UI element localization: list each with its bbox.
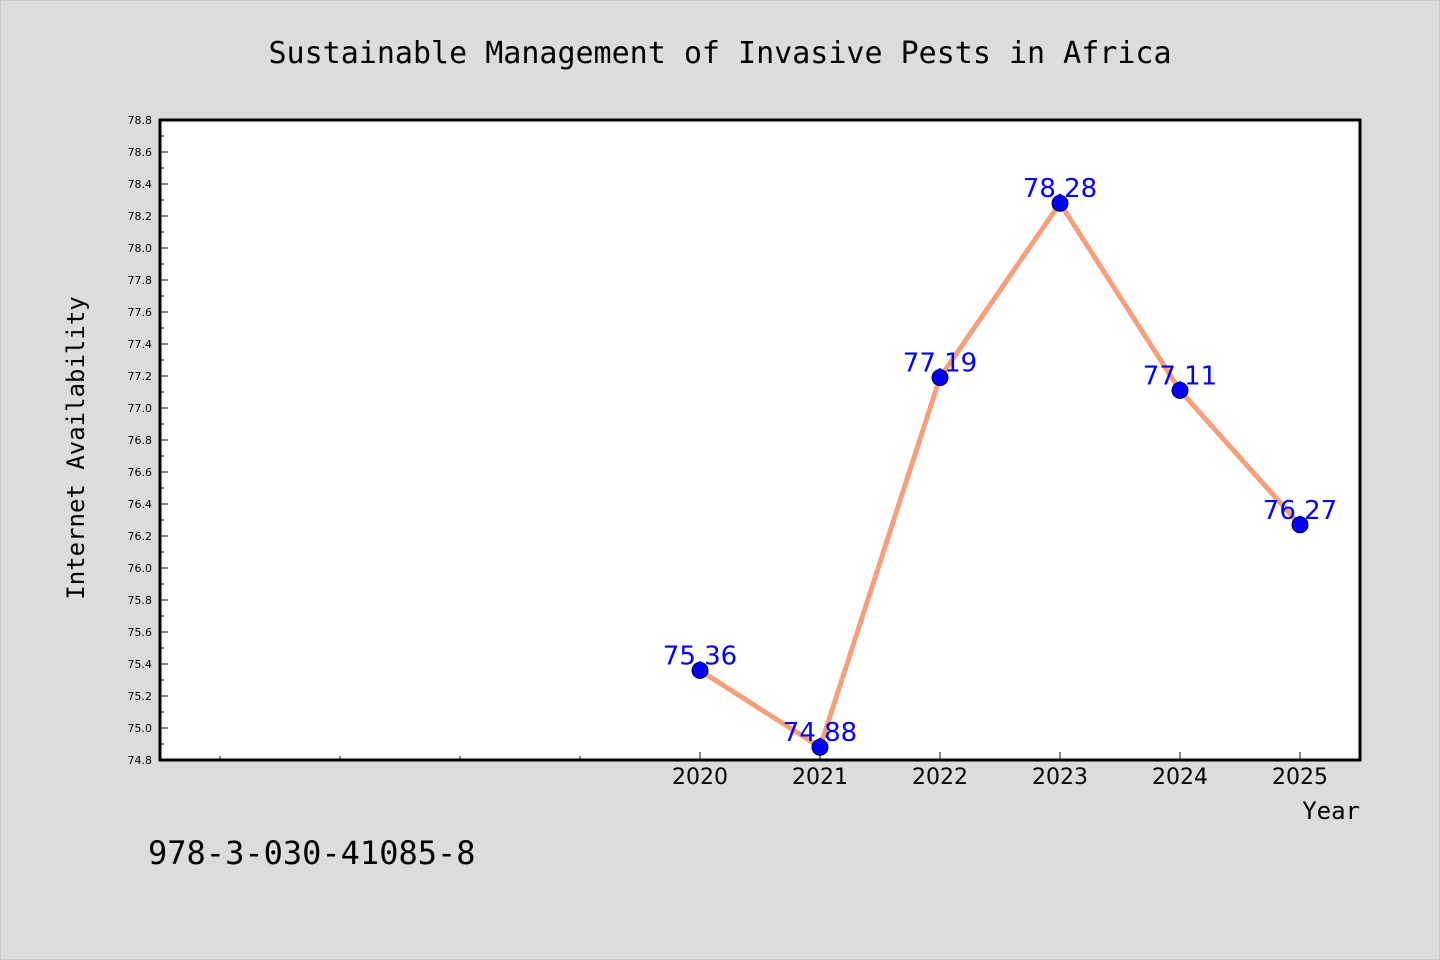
chart-title: Sustainable Management of Invasive Pests… bbox=[268, 36, 1171, 71]
data-label: 78.28 bbox=[1023, 174, 1097, 204]
x-tick-label: 2023 bbox=[1032, 765, 1088, 790]
data-label: 75.36 bbox=[663, 641, 737, 671]
series-line bbox=[698, 200, 1302, 750]
plot-area bbox=[158, 118, 1362, 762]
data-label: 74.88 bbox=[783, 718, 857, 748]
y-axis-title: Internet Availability bbox=[62, 296, 90, 599]
x-tick-label: 2022 bbox=[912, 765, 968, 790]
y-tick-label: 76.4 bbox=[128, 498, 153, 511]
y-tick-label: 77.4 bbox=[128, 338, 153, 351]
y-tick-label: 76.6 bbox=[128, 466, 153, 479]
y-tick-label: 75.2 bbox=[128, 690, 153, 703]
x-tick-label: 2021 bbox=[792, 765, 848, 790]
y-tick-label: 77.6 bbox=[128, 306, 153, 319]
x-tick-label: 2025 bbox=[1272, 765, 1328, 790]
y-tick-label: 77.0 bbox=[128, 402, 153, 415]
data-label: 76.27 bbox=[1263, 496, 1337, 526]
x-tick-label: 2020 bbox=[672, 765, 728, 790]
y-tick-label: 76.8 bbox=[128, 434, 153, 447]
y-tick-label: 75.4 bbox=[128, 658, 153, 671]
y-axis-ticks: 74.8 75.0 75.2 75.4 75.6 75.8 76.0 76.2 76.4 76.6… bbox=[128, 114, 168, 767]
y-tick-label: 75.0 bbox=[128, 722, 153, 735]
y-tick-label: 78.2 bbox=[128, 210, 153, 223]
y-tick-label: 77.8 bbox=[128, 274, 153, 287]
x-axis-title: Year bbox=[1302, 797, 1360, 825]
data-point bbox=[691, 661, 709, 679]
x-axis-ticks: 2020 2021 2022 2023 2024 2025 bbox=[219, 752, 1328, 790]
data-point bbox=[811, 738, 829, 756]
y-tick-label: 75.6 bbox=[128, 626, 153, 639]
y-tick-label: 78.0 bbox=[128, 242, 153, 255]
y-tick-label: 74.8 bbox=[128, 754, 153, 767]
series-line-group: 75.36 74.88 77.19 78.28 77.11 76.27 bbox=[663, 174, 1337, 756]
y-tick-label: 75.8 bbox=[128, 594, 153, 607]
data-point bbox=[1171, 381, 1189, 399]
data-point bbox=[1291, 516, 1309, 534]
y-tick-label: 76.2 bbox=[128, 530, 153, 543]
y-tick-label: 78.4 bbox=[128, 178, 153, 191]
x-tick-label: 2024 bbox=[1152, 765, 1208, 790]
y-tick-label: 77.2 bbox=[128, 370, 153, 383]
data-point bbox=[1051, 194, 1069, 212]
data-label: 77.11 bbox=[1143, 361, 1217, 391]
isbn-footer: 978-3-030-41085-8 bbox=[148, 834, 476, 872]
y-tick-label: 76.0 bbox=[128, 562, 153, 575]
y-tick-label: 78.6 bbox=[128, 146, 153, 159]
data-point bbox=[931, 369, 949, 387]
data-label: 77.19 bbox=[903, 349, 977, 379]
y-tick-label: 78.8 bbox=[128, 114, 153, 127]
